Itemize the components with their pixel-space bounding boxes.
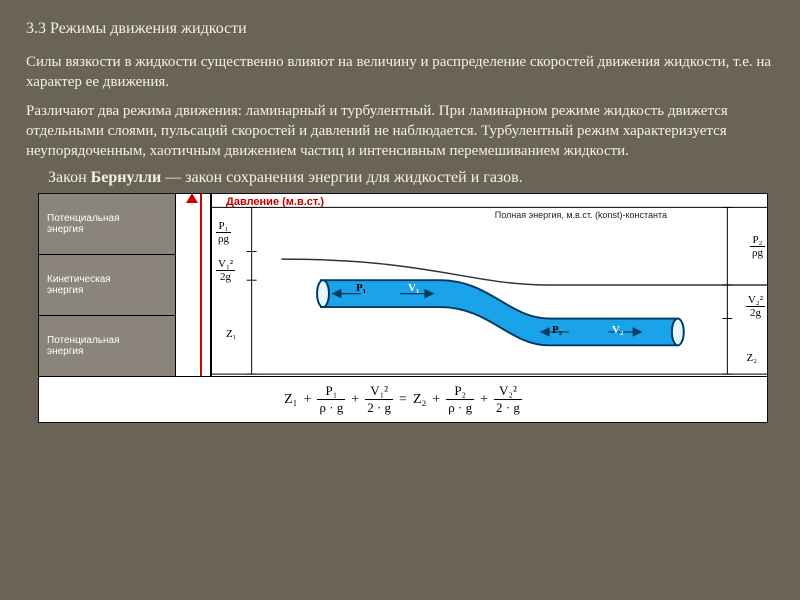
eq-plus-2: + bbox=[351, 392, 359, 408]
bernoulli-diagram: Давление (м.в.ст.) Полная энергия, м.в.с… bbox=[212, 194, 767, 376]
paragraph-1: Силы вязкости в жидкости существенно вли… bbox=[26, 52, 774, 93]
axis-arrow-line bbox=[200, 194, 202, 376]
label-v1sq-over-2g: V₁²2g bbox=[216, 258, 235, 283]
label-z1: Z₁ bbox=[226, 328, 237, 340]
eq-plus-1: + bbox=[304, 392, 312, 408]
eq-p1-frac: P₁ρ · g bbox=[317, 383, 345, 416]
eq-equals: = bbox=[399, 392, 407, 408]
label-v1: V₁ bbox=[408, 282, 419, 294]
bernoulli-equation: Z₁ + P₁ρ · g + V₁²2 · g = Z₂ + P₂ρ · g +… bbox=[39, 377, 767, 422]
label-z2: Z₂ bbox=[746, 352, 757, 364]
label-p2-over-rhog: P₂ρg bbox=[750, 234, 765, 259]
eq-plus-4: + bbox=[480, 392, 488, 408]
energy-column: Потенциальная энергия Кинетическая энерг… bbox=[39, 194, 176, 376]
bernoulli-figure: Потенциальная энергия Кинетическая энерг… bbox=[38, 193, 768, 423]
pressure-axis bbox=[176, 194, 212, 376]
energy-potential-1: Потенциальная энергия bbox=[39, 194, 175, 255]
energy-potential-2: Потенциальная энергия bbox=[39, 316, 175, 376]
diagram-svg bbox=[212, 194, 767, 376]
label-v2sq-over-2g: V₂²2g bbox=[746, 294, 765, 319]
energy-kinetic: Кинетическая энергия bbox=[39, 255, 175, 316]
law-rest: — закон сохранения энергии для жидкостей… bbox=[161, 169, 522, 186]
axis-arrow-head-icon bbox=[186, 194, 198, 203]
slide: 3.3 Режимы движения жидкости Силы вязкос… bbox=[0, 0, 800, 600]
bernoulli-law-line: Закон Бернулли — закон сохранения энерги… bbox=[48, 169, 774, 187]
section-heading: 3.3 Режимы движения жидкости bbox=[26, 20, 774, 38]
figure-top: Потенциальная энергия Кинетическая энерг… bbox=[39, 194, 767, 377]
label-p1-over-rhog: P₁ρg bbox=[216, 220, 231, 245]
eq-z2: Z₂ bbox=[413, 392, 426, 408]
eq-z1: Z₁ bbox=[284, 392, 297, 408]
eq-v2-frac: V₂²2 · g bbox=[494, 383, 522, 416]
eq-plus-3: + bbox=[432, 392, 440, 408]
eq-v1-frac: V₁²2 · g bbox=[365, 383, 393, 416]
paragraph-2: Различают два режима движения: ламинарны… bbox=[26, 101, 774, 162]
eq-p2-frac: P₂ρ · g bbox=[446, 383, 474, 416]
law-bold: Бернулли bbox=[91, 169, 162, 186]
label-p1: P₁ bbox=[356, 282, 366, 294]
law-prefix: Закон bbox=[48, 169, 91, 186]
label-v2: V₂ bbox=[612, 324, 623, 336]
label-p2: P₂ bbox=[552, 324, 562, 336]
